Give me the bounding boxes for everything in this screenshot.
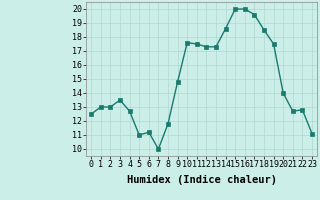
X-axis label: Humidex (Indice chaleur): Humidex (Indice chaleur) bbox=[127, 175, 276, 185]
